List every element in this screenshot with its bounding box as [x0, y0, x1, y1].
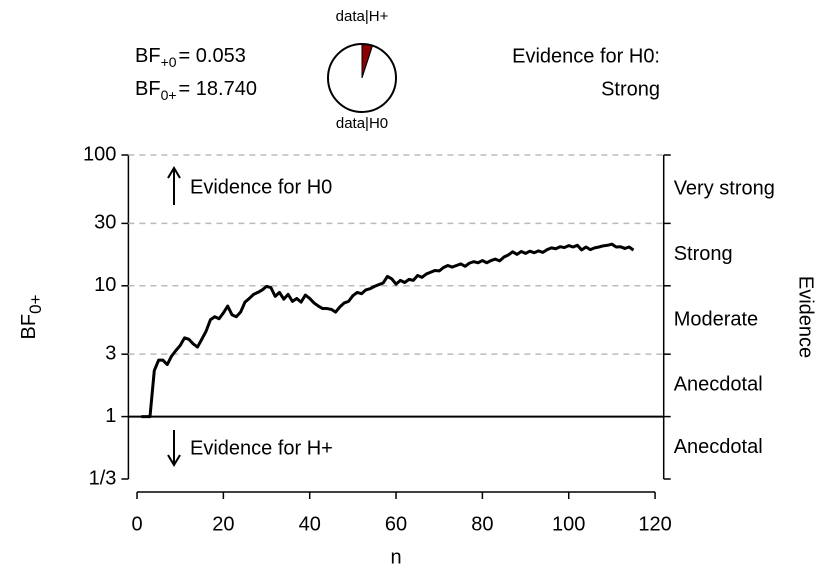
y-label-sub: 0+ — [26, 294, 45, 313]
evidence-category: Anecdotal — [674, 436, 763, 458]
data-line — [141, 242, 635, 419]
x-axis-label: n — [390, 546, 401, 568]
arrow-up-text: Evidence for H0 — [190, 176, 332, 198]
bf-sub: 0+ — [161, 87, 177, 103]
pie-label: data|H0 — [336, 115, 388, 132]
pie-label: data|H+ — [336, 8, 389, 25]
y-tick-label: 1/3 — [89, 467, 117, 489]
bf01-label: BF0+ = 18.740 — [135, 78, 257, 102]
x-tick-label: 120 — [638, 513, 671, 535]
x-tick-label: 40 — [299, 513, 321, 535]
y-label-base: BF — [18, 314, 40, 340]
arrow-down — [167, 430, 181, 467]
pie-outline — [327, 43, 397, 113]
bf-base: BF — [135, 45, 161, 67]
evidence-category: Strong — [674, 243, 733, 265]
arrow-up — [167, 166, 181, 205]
bf-sub: +0 — [161, 54, 177, 70]
x-tick-label: 0 — [131, 513, 142, 535]
bf-base: BF — [135, 78, 161, 100]
y2-axis-label: Evidence — [795, 276, 817, 358]
y-tick-label: 1 — [105, 405, 116, 427]
y-tick-label: 100 — [83, 143, 116, 165]
evidence-category: Very strong — [674, 177, 775, 199]
evidence-category: Moderate — [674, 308, 759, 330]
bf-value: = 0.053 — [179, 45, 246, 67]
x-tick-label: 20 — [212, 513, 234, 535]
x-tick-label: 60 — [385, 513, 407, 535]
x-tick-label: 100 — [552, 513, 585, 535]
evidence-title: Evidence for H0: — [512, 45, 660, 67]
y-tick-label: 10 — [94, 274, 116, 296]
y-tick-label: 30 — [94, 212, 116, 234]
arrow-down-text: Evidence for H+ — [190, 437, 333, 459]
bf10-label: BF+0 = 0.053 — [135, 45, 246, 69]
evidence-category: Anecdotal — [674, 374, 763, 396]
bf-value: = 18.740 — [179, 78, 257, 100]
x-tick-label: 80 — [471, 513, 493, 535]
evidence-level: Strong — [601, 78, 660, 100]
y-tick-label: 3 — [105, 342, 116, 364]
y-axis-label: BF0+ — [18, 294, 45, 339]
